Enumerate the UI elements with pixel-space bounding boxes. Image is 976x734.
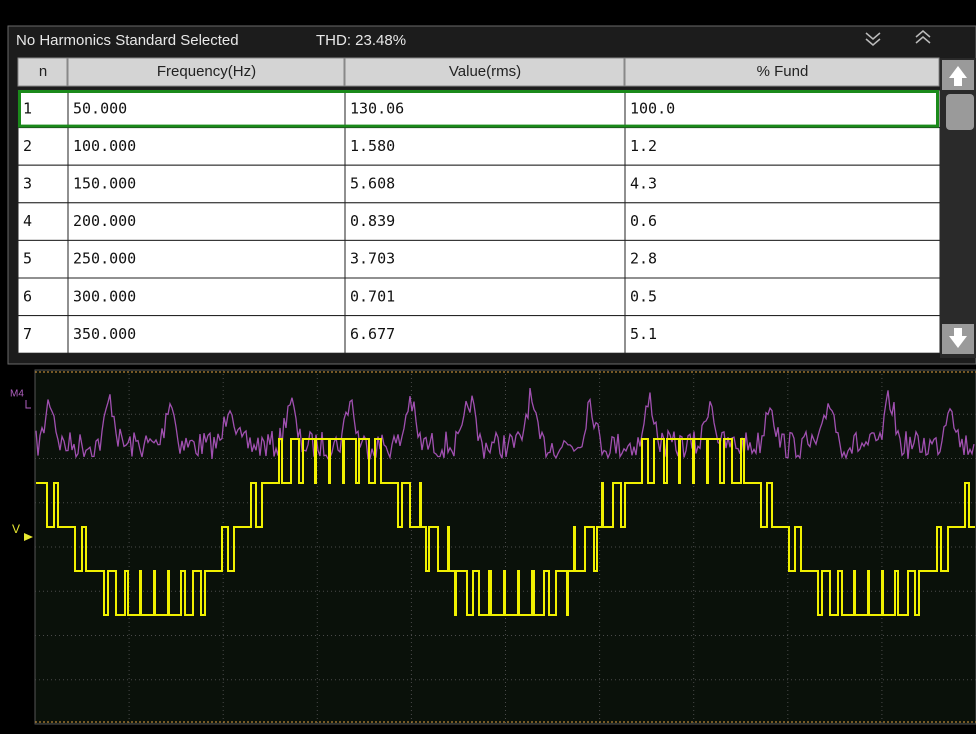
column-header — [344, 57, 625, 87]
graticule — [35, 370, 976, 724]
table-row[interactable] — [17, 239, 941, 279]
table-row[interactable] — [17, 315, 941, 354]
table-cell: 1 — [23, 99, 32, 117]
table-row[interactable] — [17, 127, 941, 166]
table-cell: 5.608 — [350, 175, 395, 193]
table-cell: 2 — [23, 137, 32, 155]
expand-icon[interactable] — [915, 36, 931, 44]
table-cell: 0.5 — [630, 287, 657, 305]
voltage-waveform — [36, 438, 975, 616]
table-cell: 350.000 — [73, 325, 136, 343]
column-header — [17, 57, 68, 87]
column-header-text: n — [39, 63, 47, 80]
table-cell: 0.701 — [350, 287, 395, 305]
table-row[interactable] — [17, 277, 941, 317]
table-row[interactable] — [17, 202, 941, 241]
table-cell: 6 — [23, 287, 32, 305]
table-cell: 100.0 — [630, 99, 675, 117]
table-cell: 1.2 — [630, 137, 657, 155]
down-arrow — [949, 328, 967, 348]
table-cell: 7 — [23, 325, 32, 343]
table-cell: 150.000 — [73, 175, 136, 193]
thd-label: THD: 23.48% — [316, 32, 406, 49]
table-row[interactable] — [17, 164, 941, 204]
table-cell: 6.677 — [350, 325, 395, 343]
table-cell: 1.580 — [350, 137, 395, 155]
voltage-channel-label: V — [12, 522, 20, 536]
table-cell: 3 — [23, 175, 32, 193]
table-cell: 300.000 — [73, 287, 136, 305]
table-cell: 2.8 — [630, 250, 657, 268]
math-ground — [25, 400, 31, 409]
table-cell: 130.06 — [350, 99, 404, 117]
table-cell: 5.1 — [630, 325, 657, 343]
table-cell: 4 — [23, 212, 32, 230]
column-header-text: Frequency(Hz) — [157, 63, 256, 80]
table-cell: 50.000 — [73, 99, 127, 117]
column-header-text: Value(rms) — [449, 63, 521, 80]
column-header — [624, 57, 940, 87]
selected-row — [18, 90, 939, 128]
standard-label: No Harmonics Standard Selected — [16, 32, 239, 49]
expand-icon[interactable] — [915, 30, 931, 38]
collapse-icon[interactable] — [865, 38, 881, 46]
up-arrow — [949, 66, 967, 86]
math-channel-label: M4 — [10, 389, 24, 400]
table-cell: 3.703 — [350, 250, 395, 268]
table-cell: 0.6 — [630, 212, 657, 230]
voltage-marker — [24, 533, 33, 541]
table-cell: 250.000 — [73, 250, 136, 268]
column-header-text: % Fund — [757, 63, 809, 80]
table-cell: 4.3 — [630, 175, 657, 193]
column-header — [67, 57, 345, 87]
collapse-icon[interactable] — [865, 32, 881, 40]
table-cell: 5 — [23, 250, 32, 268]
table-cell: 100.000 — [73, 137, 136, 155]
table-cell: 0.839 — [350, 212, 395, 230]
table-row[interactable] — [17, 89, 941, 129]
table-cell: 200.000 — [73, 212, 136, 230]
math-waveform — [35, 388, 975, 461]
scroll-thumb[interactable] — [946, 94, 974, 130]
